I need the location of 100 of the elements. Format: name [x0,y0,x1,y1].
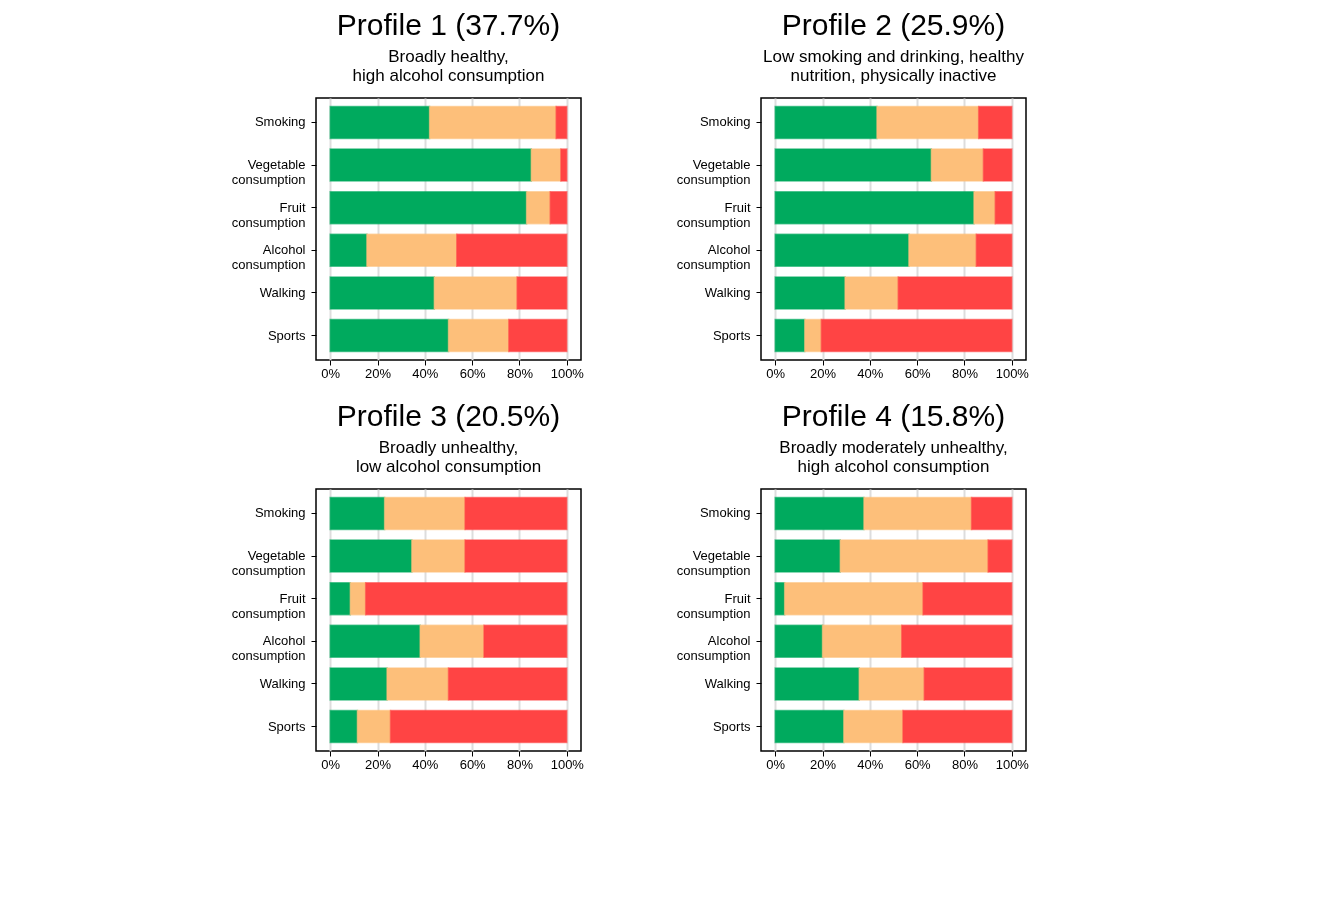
bar [447,667,568,701]
bar [839,539,989,573]
y-tick-label: Sports [712,718,751,734]
bar [973,190,996,225]
chart-subtitle: Low smoking and drinking, healthy nutrition, physically inactive [763,47,1025,85]
bar [804,318,823,353]
y-tick-label: Vegetable consumption [231,157,306,188]
y-tick-label: Sports [267,327,306,343]
y-tick-label: Vegetable consumption [676,157,751,188]
chart-title: Profile 3 (20.5%) [336,399,561,432]
bar [447,318,510,353]
y-tick-label: Fruit consumption [231,199,306,230]
bar [329,709,359,744]
y-tick-label: Walking [704,675,751,691]
bar [774,276,846,310]
x-tick-label: 80% [951,756,979,772]
bar [464,539,568,573]
bar [516,276,568,310]
bar [774,148,933,182]
bar [366,233,458,268]
bar [774,318,806,353]
bar [329,276,436,310]
bar [844,276,899,310]
bar [994,190,1013,225]
x-tick-label: 80% [951,365,979,381]
y-tick-label: Vegetable consumption [231,548,306,579]
y-tick-label: Alcohol consumption [676,633,751,664]
bar [329,318,450,353]
bar [483,624,568,659]
x-tick-label: 20% [810,756,837,772]
x-tick-label: 100% [995,756,1030,772]
bar [897,276,1013,310]
y-tick-label: Walking [704,284,751,300]
x-tick-label: 100% [550,756,585,772]
x-tick-label: 20% [365,365,392,381]
bar [922,581,1013,616]
bar [329,581,352,616]
bar [389,709,568,744]
bar [508,318,568,353]
y-tick-label: Walking [259,675,306,691]
bar [329,148,533,182]
chart-title: Profile 2 (25.9%) [781,8,1006,41]
bar [356,709,392,744]
x-tick-label: 20% [810,365,837,381]
bar [329,539,413,573]
bar [774,105,878,140]
bar [987,539,1013,573]
x-tick-label: 60% [459,756,487,772]
x-tick-label: 0% [766,365,786,381]
bar [428,105,557,140]
y-tick-label: Alcohol consumption [676,242,751,273]
bar [774,539,842,573]
bar [774,709,845,744]
y-tick-label: Smoking [699,114,751,130]
bar [411,539,466,573]
bar [843,709,904,744]
bar [329,667,388,701]
x-tick-label: 60% [904,365,932,381]
bar [329,496,386,531]
y-tick-label: Smoking [254,505,306,521]
bar [908,233,978,268]
bar [774,667,860,701]
bar [419,624,485,659]
x-tick-label: 80% [506,756,534,772]
bar [555,105,568,140]
bar [383,496,466,531]
bar [783,581,924,616]
bar [876,105,980,140]
x-tick-label: 20% [365,756,392,772]
x-tick-label: 0% [321,756,341,772]
y-tick-label: Alcohol consumption [231,633,306,664]
bar [386,667,450,701]
y-tick-label: Fruit consumption [676,199,751,230]
bar [902,709,1013,744]
bar [329,105,431,140]
y-tick-label: Sports [267,718,306,734]
bar [329,624,421,659]
bar [821,624,903,659]
bar [930,148,985,182]
y-tick-label: Smoking [699,505,751,521]
chart-subtitle: Broadly healthy, high alcohol consumption [352,47,545,85]
chart-subtitle: Broadly unhealthy, low alcohol consumption [355,438,542,476]
bar [456,233,568,268]
bar [329,190,528,225]
bar [364,581,568,616]
bar [982,148,1013,182]
bar [923,667,1013,701]
x-tick-label: 100% [995,365,1030,381]
bar [774,581,786,616]
bar [549,190,568,225]
x-tick-label: 40% [857,365,884,381]
y-tick-label: Fruit consumption [676,590,751,621]
bar [433,276,518,310]
bar [820,318,1013,353]
bar [560,148,568,182]
bar [901,624,1013,659]
y-tick-label: Vegetable consumption [676,548,751,579]
bar [774,233,910,268]
y-tick-label: Walking [259,284,306,300]
x-tick-label: 60% [459,365,487,381]
